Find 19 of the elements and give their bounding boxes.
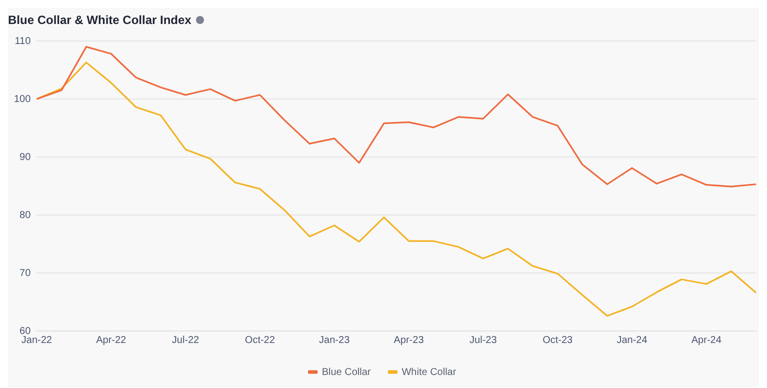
x-tick-label: Jan-24 <box>616 334 648 346</box>
x-tick-label: Jan-22 <box>21 334 52 346</box>
y-tick-label: 60 <box>20 326 32 337</box>
chart-title: Blue Collar & White Collar Index <box>8 13 192 27</box>
legend-label: Blue Collar <box>322 366 372 378</box>
legend-label: White Collar <box>402 366 457 378</box>
x-tick-label: Oct-23 <box>542 334 574 346</box>
x-tick-label: Jul-22 <box>172 334 200 346</box>
y-tick-label: 80 <box>20 210 32 221</box>
y-tick-label: 100 <box>14 94 32 105</box>
x-tick-label: Oct-22 <box>244 334 276 346</box>
y-tick-label: 110 <box>14 36 32 47</box>
x-tick-label: Jan-23 <box>319 334 350 346</box>
x-tick-label: Jul-23 <box>470 334 498 346</box>
y-tick-label: 70 <box>20 268 32 279</box>
x-tick-label: Apr-22 <box>96 334 127 346</box>
y-tick-label: 90 <box>20 152 32 163</box>
x-tick-label: Apr-23 <box>394 334 424 346</box>
x-tick-label: Apr-24 <box>691 334 722 346</box>
